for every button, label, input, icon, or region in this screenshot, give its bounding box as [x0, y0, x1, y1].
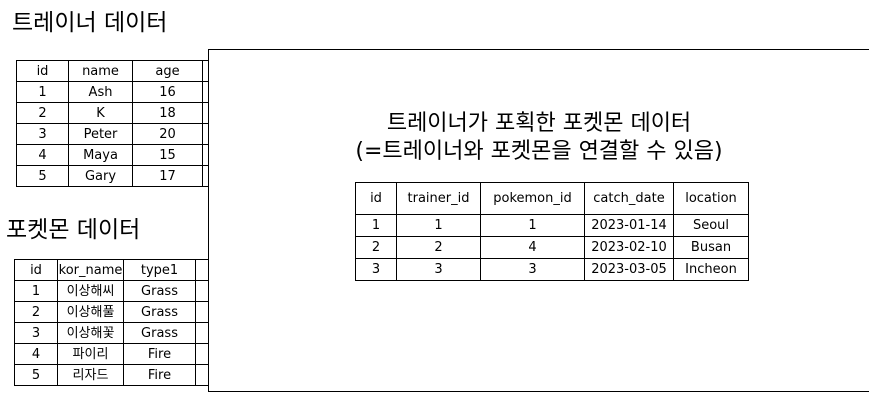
table-cell: 17	[132, 165, 203, 187]
table-cell: 2023-03-05	[584, 258, 674, 281]
table-cell: 1	[396, 214, 481, 237]
column-header: age	[132, 60, 203, 82]
table-cell: Grass	[123, 301, 196, 323]
column-header: type1	[123, 259, 196, 281]
table-cell: 1	[14, 280, 58, 302]
table-row: 3 이상해꽃 Grass	[14, 322, 211, 344]
capture-table: id trainer_id pokemon_id catch_date loca…	[355, 182, 749, 281]
table-cell: 1	[355, 214, 397, 237]
table-row: 4 파이리 Fire	[14, 343, 211, 365]
capture-data-panel: 트레이너가 포획한 포켓몬 데이터 (=트레이너와 포켓몬을 연결할 수 있음)…	[208, 49, 869, 392]
column-header: catch_date	[584, 182, 674, 215]
table-cell: 20	[132, 123, 203, 145]
table-header-row: id kor_name type1	[14, 259, 211, 281]
table-cell: Ash	[68, 81, 133, 103]
column-header: id	[14, 259, 58, 281]
column-header: id	[16, 60, 69, 82]
table-cell: 5	[16, 165, 69, 187]
table-cell: 5	[14, 364, 58, 386]
table-header-row: id trainer_id pokemon_id catch_date loca…	[355, 182, 749, 215]
column-header: trainer_id	[396, 182, 481, 215]
table-cell: 이상해씨	[57, 280, 124, 302]
table-cell: Peter	[68, 123, 133, 145]
column-header: pokemon_id	[480, 182, 585, 215]
pokemon-table: id kor_name type1 1 이상해씨 Grass 2 이상해풀 Gr…	[14, 259, 211, 386]
table-cell: 3	[14, 322, 58, 344]
table-cell: Fire	[123, 364, 196, 386]
table-row: 2 이상해풀 Grass	[14, 301, 211, 323]
column-header: id	[355, 182, 397, 215]
table-cell: Seoul	[673, 214, 749, 237]
table-cell: 2	[14, 301, 58, 323]
table-row: 3 Peter 20	[16, 123, 224, 145]
column-header: location	[673, 182, 749, 215]
table-cell: 1	[480, 214, 585, 237]
table-cell: 이상해꽃	[57, 322, 124, 344]
table-cell: 1	[16, 81, 69, 103]
table-cell: 4	[14, 343, 58, 365]
table-cell: Maya	[68, 144, 133, 166]
table-cell: 이상해풀	[57, 301, 124, 323]
column-header: kor_name	[57, 259, 124, 281]
table-row: 4 Maya 15	[16, 144, 224, 166]
table-row: 1 Ash 16	[16, 81, 224, 103]
table-cell: 3	[396, 258, 481, 281]
table-cell: 3	[16, 123, 69, 145]
table-cell: 2	[16, 102, 69, 124]
table-cell: 2	[355, 236, 397, 259]
table-cell: 16	[132, 81, 203, 103]
table-cell: 3	[480, 258, 585, 281]
table-cell: 15	[132, 144, 203, 166]
table-cell: 18	[132, 102, 203, 124]
table-cell: 2	[396, 236, 481, 259]
table-cell: 4	[16, 144, 69, 166]
table-cell: 리자드	[57, 364, 124, 386]
table-row: 1 1 1 2023-01-14 Seoul	[355, 214, 749, 237]
table-cell: 4	[480, 236, 585, 259]
table-cell: 파이리	[57, 343, 124, 365]
capture-title-line2: (=트레이너와 포켓몬을 연결할 수 있음)	[355, 139, 723, 164]
pokemon-data-heading: 포켓몬 데이터	[6, 217, 141, 243]
table-row: 2 2 4 2023-02-10 Busan	[355, 236, 749, 259]
table-cell: Grass	[123, 322, 196, 344]
table-cell: 2023-02-10	[584, 236, 674, 259]
table-row: 5 리자드 Fire	[14, 364, 211, 386]
table-cell: Fire	[123, 343, 196, 365]
trainer-data-heading: 트레이너 데이터	[12, 10, 168, 36]
trainer-table: id name age 1 Ash 16 2 K 18 3 Peter 20 4…	[16, 60, 224, 187]
table-cell: Busan	[673, 236, 749, 259]
table-row: 3 3 3 2023-03-05 Incheon	[355, 258, 749, 281]
column-header: name	[68, 60, 133, 82]
table-header-row: id name age	[16, 60, 224, 82]
table-cell: Incheon	[673, 258, 749, 281]
table-row: 1 이상해씨 Grass	[14, 280, 211, 302]
table-row: 5 Gary 17	[16, 165, 224, 187]
table-cell: 3	[355, 258, 397, 281]
capture-title-line1: 트레이너가 포획한 포켓몬 데이터	[386, 111, 692, 136]
table-row: 2 K 18	[16, 102, 224, 124]
capture-data-title: 트레이너가 포획한 포켓몬 데이터 (=트레이너와 포켓몬을 연결할 수 있음)	[209, 110, 869, 166]
table-cell: Grass	[123, 280, 196, 302]
table-cell: K	[68, 102, 133, 124]
table-cell: Gary	[68, 165, 133, 187]
table-cell: 2023-01-14	[584, 214, 674, 237]
